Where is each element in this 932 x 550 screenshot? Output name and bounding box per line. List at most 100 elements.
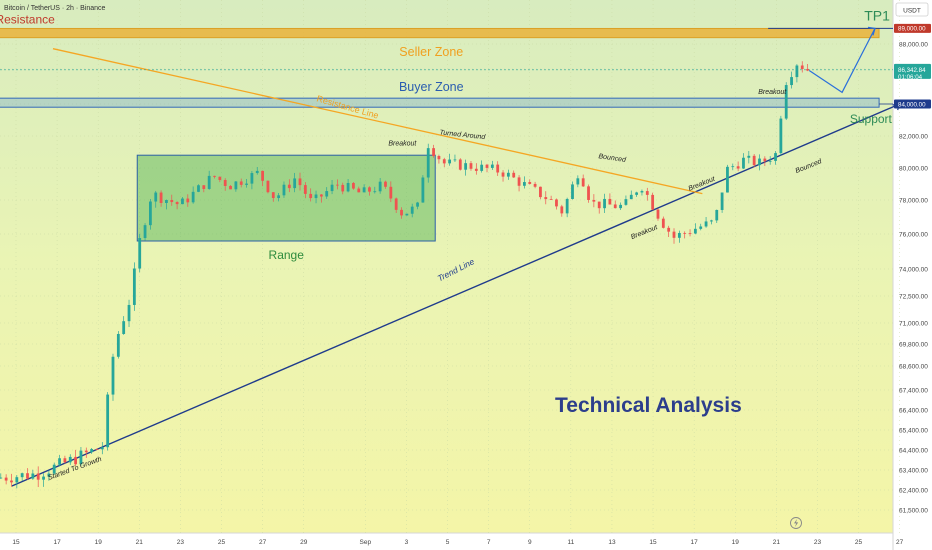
x-tick-label: 17 (53, 539, 61, 546)
candle (175, 202, 179, 205)
buyer-zone[interactable] (0, 97, 880, 108)
candle (106, 394, 110, 448)
currency-badge[interactable]: USDT (895, 2, 929, 17)
resistance-line[interactable] (52, 48, 703, 195)
y-tick-label: 65,400.00 (899, 428, 928, 435)
turned-around-label: Turned Around (439, 129, 486, 141)
candle (10, 480, 13, 483)
candle (373, 191, 377, 193)
target-price-tag[interactable] (894, 23, 931, 33)
target-price-tag-text: 89,000.00 (898, 26, 926, 33)
candle (453, 159, 457, 161)
tp1-label: TP1 (864, 8, 890, 24)
trend-line[interactable] (11, 103, 900, 487)
y-tick-label: 69,800.00 (899, 342, 928, 349)
support-label: Support (850, 112, 893, 126)
candle (613, 204, 617, 209)
candle (523, 182, 526, 186)
current-price-tag[interactable] (894, 63, 931, 79)
candle (736, 166, 740, 169)
y-tick-label: 66,400.00 (899, 408, 928, 415)
candles-layer (0, 61, 809, 489)
candle (95, 449, 99, 450)
candle (394, 198, 398, 210)
candle (341, 184, 345, 192)
seller-zone-label: Seller Zone (399, 45, 463, 59)
candle (31, 473, 35, 479)
candle (592, 199, 596, 202)
candle (47, 473, 51, 477)
candle (635, 192, 639, 195)
candle (485, 164, 489, 168)
candle (223, 179, 227, 186)
lightning-icon[interactable] (790, 517, 802, 529)
candle (239, 181, 243, 185)
candle (207, 175, 211, 189)
price-axis-panel[interactable] (893, 0, 932, 550)
candle (699, 226, 703, 229)
range-box[interactable] (136, 154, 436, 242)
candle (4, 477, 8, 481)
candle (506, 172, 510, 177)
candle (645, 191, 649, 195)
y-tick-label: 62,400.00 (899, 488, 928, 495)
candle (245, 183, 248, 185)
candle (42, 476, 45, 480)
x-tick-label: 15 (12, 539, 20, 546)
candle (795, 65, 799, 78)
candle (544, 197, 548, 200)
candle (314, 194, 318, 199)
y-tick-label: 78,000.00 (899, 198, 928, 205)
seller-zone[interactable] (0, 27, 880, 39)
candle (255, 170, 259, 174)
candle (218, 176, 222, 180)
current-price-tag-text: 01:06:04 (898, 74, 923, 81)
candle (111, 356, 115, 395)
candle (20, 473, 24, 478)
candle (442, 159, 446, 164)
candle (15, 477, 19, 483)
projection-path (808, 28, 876, 94)
candle (651, 194, 655, 210)
candle (36, 473, 40, 480)
candle (122, 321, 126, 334)
candle (186, 198, 190, 203)
candle (784, 85, 788, 119)
candle (512, 172, 516, 178)
candle (368, 187, 371, 192)
candle (747, 155, 751, 158)
candle (277, 195, 281, 199)
candle (0, 477, 3, 479)
candle (496, 164, 500, 173)
plot-background (0, 0, 893, 533)
candle (389, 186, 393, 199)
candle (170, 200, 174, 203)
candle (191, 191, 195, 203)
y-tick-label: 63,400.00 (899, 468, 928, 475)
candle (768, 160, 772, 162)
candle (458, 159, 462, 170)
x-tick-label: 25 (855, 539, 863, 546)
time-axis-panel[interactable] (0, 533, 893, 550)
candle (640, 191, 644, 193)
x-tick-label: 17 (691, 539, 699, 546)
candle (282, 184, 286, 196)
y-tick-label: 88,000.00 (899, 42, 928, 49)
candle (303, 185, 307, 194)
x-tick-label: 5 (446, 539, 450, 546)
candle (560, 206, 564, 214)
candle (501, 172, 505, 177)
candle (197, 185, 200, 192)
candle (608, 198, 612, 205)
candle (603, 198, 606, 209)
x-tick-label: 9 (528, 539, 532, 546)
y-tick-label: 61,500.00 (899, 508, 928, 515)
candle (528, 182, 532, 184)
range-label: Range (269, 248, 305, 262)
candle (565, 198, 569, 214)
y-axis: 88,000.0086,400.0084,000.0082,000.0080,0… (894, 23, 931, 515)
support-price-tag[interactable] (894, 99, 931, 109)
candle (790, 77, 793, 86)
